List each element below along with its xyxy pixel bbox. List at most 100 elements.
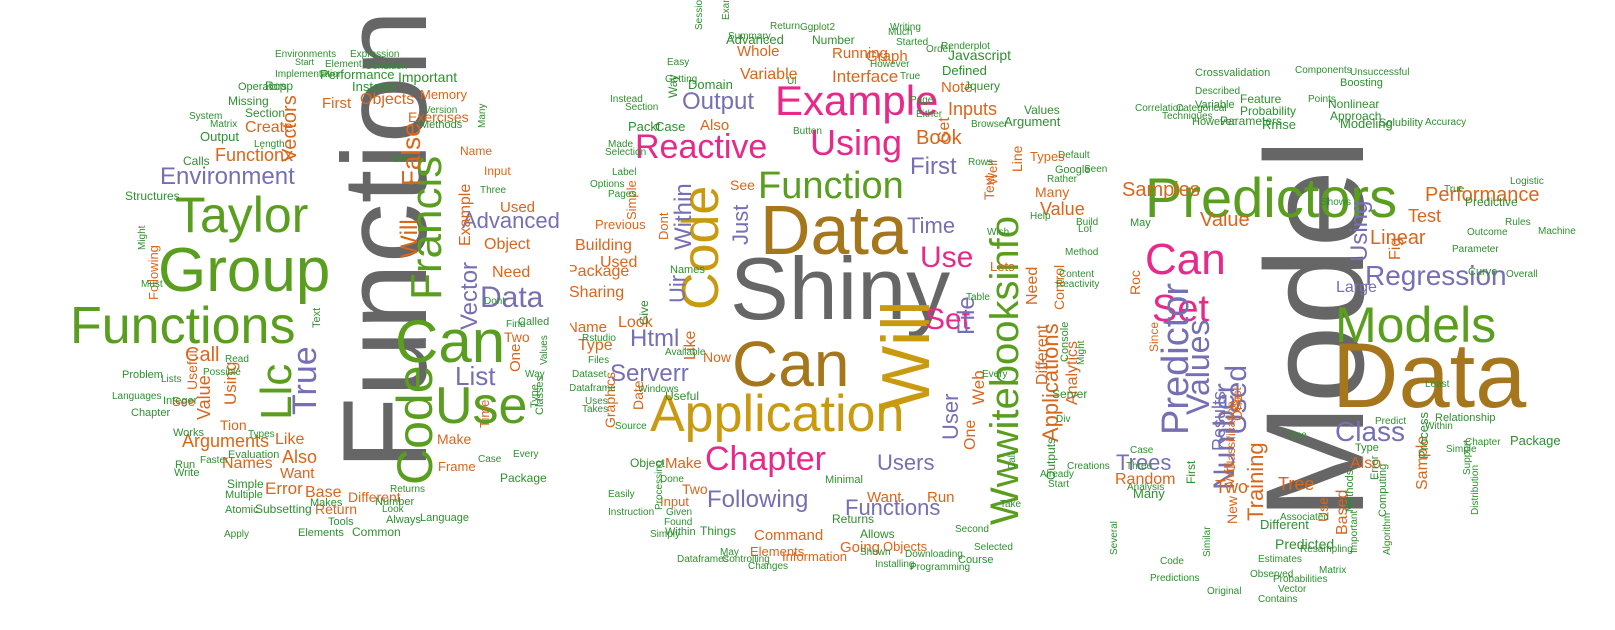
word-makes: Makes <box>310 497 343 509</box>
word-page: Page <box>910 95 934 106</box>
word-things: Things <box>700 524 737 538</box>
word-computing: Computing <box>1377 463 1389 517</box>
word-outcome: Outcome <box>1467 227 1508 238</box>
word-number: Number <box>375 496 415 508</box>
word-default: Default <box>1058 150 1090 161</box>
word-true: True <box>900 71 921 82</box>
word-dataframes: Dataframes <box>677 554 729 565</box>
word-get: Get <box>936 117 953 143</box>
word-exercises: Exercises <box>408 109 469 125</box>
word-div: Div <box>1056 414 1071 425</box>
word-described: Described <box>1195 86 1241 97</box>
word-different: Different <box>1260 517 1309 532</box>
word-output: Output <box>200 129 240 144</box>
word-wish: Wish <box>987 227 1010 238</box>
word-interface: Interface <box>832 67 899 86</box>
word-unsuccessful: Unsuccessful <box>1350 67 1410 78</box>
word-returns: Returns <box>832 512 875 526</box>
word-build: Build <box>1076 217 1099 228</box>
word-domain: Domain <box>688 77 733 92</box>
word-set: Set <box>392 154 408 165</box>
word-reactivity: Reactivity <box>1056 279 1100 290</box>
word-can: Can <box>1145 235 1226 284</box>
word-tools: Tools <box>328 516 354 528</box>
word-either: Either <box>916 109 943 120</box>
word-within: Within <box>670 183 697 250</box>
word-rows: Rows <box>968 157 994 168</box>
word-estimates: Estimates <box>1258 554 1302 565</box>
word-user: User <box>938 393 963 440</box>
word-many: Many <box>1133 486 1165 501</box>
word-case: Case <box>655 119 686 134</box>
word-names: Names <box>222 455 273 472</box>
word-set: Set <box>1152 288 1210 330</box>
word-every: Every <box>513 449 539 460</box>
word-accuracy: Accuracy <box>1425 117 1467 128</box>
word-categorical: Categorical <box>1176 103 1227 114</box>
word-chapter: Chapter <box>705 440 826 478</box>
word-contains: Contains <box>1258 594 1298 605</box>
word-html: Html <box>630 325 680 352</box>
word-however: However <box>1192 116 1236 128</box>
word-changes: Changes <box>748 561 789 572</box>
word-time: Time <box>1285 430 1307 441</box>
word-nonlinear: Nonlinear <box>1328 97 1380 111</box>
word-previous: Previous <box>595 217 646 232</box>
word-logistic: Logistic <box>1510 176 1544 187</box>
word-users: Users <box>877 450 935 475</box>
word-group: Group <box>158 236 331 305</box>
word-look: Look <box>382 504 404 515</box>
word-found: Found <box>664 517 693 528</box>
word-return: Return <box>770 21 801 32</box>
word-used: Used <box>600 254 638 271</box>
word-models: Models <box>1335 297 1497 353</box>
word-package: Package <box>570 263 630 280</box>
word-type: Type <box>529 384 541 408</box>
word-table: Table <box>966 292 990 303</box>
word-multiple: Multiple <box>225 489 263 501</box>
word-pages: Pages <box>608 189 637 200</box>
word-dont: Dont <box>484 296 506 307</box>
word-seen: Seen <box>1084 164 1108 175</box>
word-rules: Rules <box>1505 217 1531 228</box>
word-implementation: Implementation <box>275 69 344 80</box>
word-shown: Shown <box>860 547 891 558</box>
word-objects: Objects <box>360 91 415 108</box>
word-simple: Simple <box>1446 444 1477 455</box>
word-variable: Variable <box>740 66 798 83</box>
word-started: Started <box>896 37 929 48</box>
word-values: Values <box>1024 103 1060 117</box>
word-tree: Tree <box>1278 474 1315 494</box>
word-output: Output <box>682 88 755 115</box>
word-faster: Faster <box>200 455 229 466</box>
word-browser: Browser <box>971 119 1008 130</box>
word-look: Look <box>618 314 653 331</box>
word-ui: Ui <box>787 76 797 87</box>
word-feature: Feature <box>1240 92 1282 106</box>
word-always: Always <box>386 514 421 526</box>
word-input: Input <box>660 494 689 509</box>
word-name: Name <box>460 144 493 158</box>
word-line: Line <box>1009 145 1025 172</box>
word-environment: Environment <box>160 163 295 190</box>
word-note: Note <box>941 79 973 96</box>
word-done: Done <box>660 474 684 485</box>
word-text: Text <box>311 307 323 328</box>
word-cloud-2: Shiny Data Can Will Code Application Example Re… <box>570 0 1110 630</box>
word-value: Value <box>1040 199 1085 219</box>
word-useful: Useful <box>665 389 700 403</box>
word-need: Need <box>492 264 531 281</box>
word-getting: Getting <box>665 74 698 85</box>
word-atomic: Atomic <box>225 504 259 516</box>
word-boosting: Boosting <box>1340 77 1383 89</box>
word-structures: Structures <box>125 189 180 203</box>
word-several: Several <box>1110 521 1120 555</box>
word-graph: Graph <box>866 48 908 65</box>
word-examples: Examples <box>721 0 732 20</box>
word-like: Like <box>275 431 305 448</box>
word-may: May <box>720 547 739 558</box>
word-process: Process <box>1416 412 1431 459</box>
word-number: Number <box>812 33 855 47</box>
word-true: True <box>1444 184 1465 195</box>
word-probability: Probability <box>1240 104 1297 118</box>
